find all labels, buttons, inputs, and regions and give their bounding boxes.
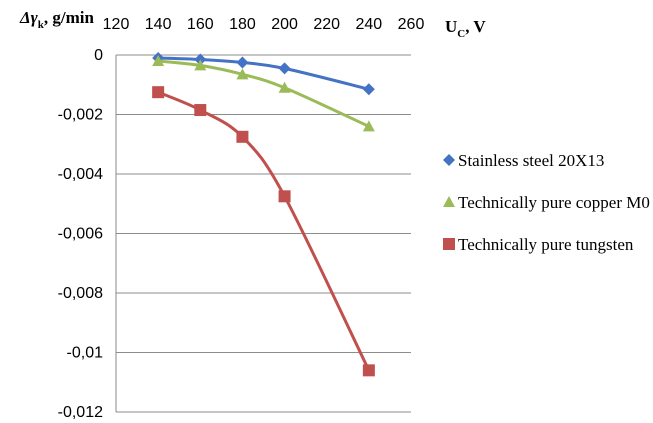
x-axis-title-unit: , V bbox=[465, 17, 486, 36]
tungsten-point bbox=[278, 190, 291, 203]
legend-label-steel: Stainless steel 20X13 bbox=[458, 151, 604, 170]
y-axis-title: Δγk, g/min bbox=[19, 8, 94, 31]
x-tick-label: 200 bbox=[271, 16, 298, 33]
y-tick-label: 0 bbox=[94, 47, 103, 64]
legend-tungsten-point bbox=[443, 238, 455, 250]
y-axis-title-unit: , g/min bbox=[44, 8, 95, 27]
legend-steel-point bbox=[443, 154, 455, 166]
series-layer bbox=[152, 51, 375, 377]
steel-point bbox=[236, 56, 249, 69]
y-tick-label: -0,004 bbox=[58, 166, 103, 183]
y-tick-label: -0,008 bbox=[58, 285, 103, 302]
x-tick-label: 140 bbox=[145, 16, 172, 33]
y-axis-title-prefix: Δγ bbox=[19, 8, 39, 27]
legend-label-copper: Technically pure copper M0 bbox=[458, 193, 650, 212]
copper-point bbox=[362, 120, 375, 132]
grid-lines bbox=[116, 54, 411, 413]
y-axis-ticks: 0 -0,002 -0,004 -0,006 -0,008 -0,01 -0,012 bbox=[58, 47, 103, 421]
y-tick-label: -0,01 bbox=[67, 345, 104, 362]
legend-label-tungsten: Technically pure tungsten bbox=[458, 235, 634, 254]
x-tick-label: 120 bbox=[103, 16, 130, 33]
copper-point bbox=[278, 81, 291, 93]
tungsten-point bbox=[152, 86, 165, 99]
y-axis-title-sub: k bbox=[38, 19, 45, 31]
x-tick-label: 260 bbox=[398, 16, 425, 33]
x-axis-ticks: 120 140 160 180 200 220 240 260 bbox=[103, 16, 425, 33]
tungsten-series-line bbox=[157, 90, 371, 372]
y-tick-label: -0,002 bbox=[58, 107, 103, 124]
x-tick-label: 180 bbox=[229, 16, 256, 33]
x-axis-title: UC, V bbox=[445, 17, 486, 40]
copper-series-line bbox=[157, 59, 370, 128]
x-tick-label: 220 bbox=[313, 16, 340, 33]
copper-point bbox=[152, 54, 165, 66]
y-tick-label: -0,006 bbox=[58, 226, 103, 243]
y-tick-label: -0,012 bbox=[58, 404, 103, 421]
steel-point bbox=[278, 62, 291, 75]
tungsten-point bbox=[362, 364, 375, 377]
legend: Stainless steel 20X13 Technically pure co… bbox=[443, 151, 650, 254]
legend-copper-point bbox=[443, 196, 455, 207]
tungsten-point bbox=[236, 130, 249, 143]
x-tick-label: 160 bbox=[187, 16, 214, 33]
copper-point bbox=[236, 68, 249, 80]
steel-point bbox=[362, 83, 375, 96]
x-axis-title-sub: C bbox=[457, 28, 465, 40]
x-tick-label: 240 bbox=[356, 16, 383, 33]
tungsten-point bbox=[194, 104, 207, 117]
copper-point bbox=[194, 59, 207, 71]
x-axis-title-main: U bbox=[445, 17, 457, 36]
